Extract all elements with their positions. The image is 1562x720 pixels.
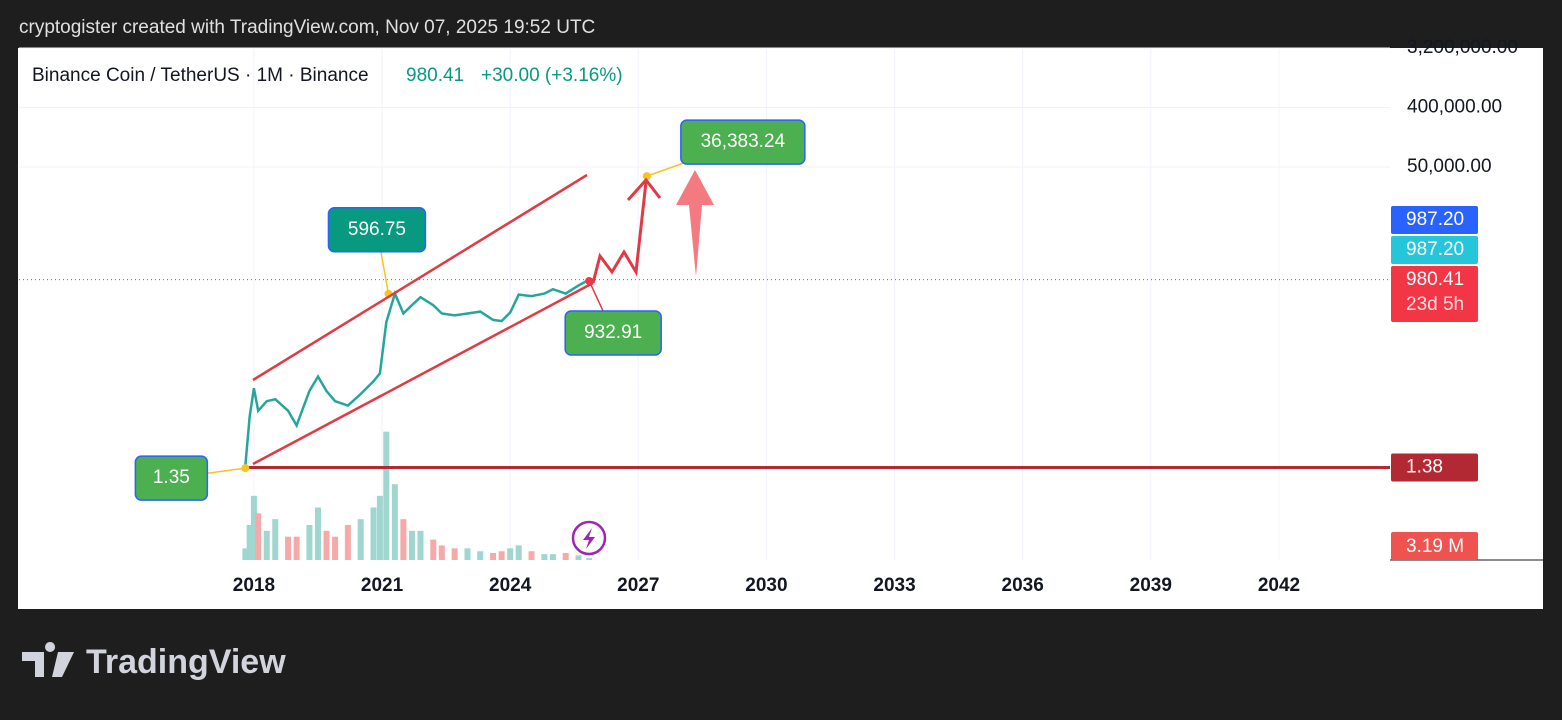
volume-bar <box>344 525 351 560</box>
annotation-label: 36,383.24 <box>701 131 786 152</box>
volume-bar <box>323 530 330 560</box>
volume-bar <box>507 548 514 560</box>
volume-bar <box>293 536 300 560</box>
volume-tag <box>1391 532 1478 560</box>
volume-bar <box>370 507 377 560</box>
header: cryptogister created with TradingView.co… <box>19 17 595 38</box>
volume-bar <box>332 536 339 560</box>
annotation-box <box>564 310 662 356</box>
volume-bar <box>417 530 424 560</box>
channel-upper <box>252 173 588 382</box>
volume-bar <box>438 545 445 560</box>
legend: Binance Coin / TetherUS · 1M · Binance 9… <box>32 65 623 86</box>
price-tag-label: 1.38 <box>1406 457 1443 478</box>
volume-bar <box>562 553 569 560</box>
volume-bar <box>255 513 262 560</box>
countdown: 23d 5h <box>1406 294 1464 315</box>
projection-head <box>626 177 662 202</box>
x-tick-label: 2030 <box>745 575 787 596</box>
volume-bar <box>498 551 505 560</box>
flash-icon <box>571 520 607 556</box>
volume-bar <box>242 548 249 560</box>
x-tick-label: 2039 <box>1130 575 1172 596</box>
volume-bar <box>575 555 582 560</box>
volume-tag-label: 3.19 M <box>1406 536 1464 557</box>
plot: 2018 2021 2024 2027 2030 2033 2036 2039 2042 50,0… <box>19 37 1518 596</box>
price-tag-label: 987.20 <box>1406 239 1464 260</box>
x-tick-label: 2036 <box>1002 575 1044 596</box>
logo-text: TradingView <box>86 643 286 681</box>
annotation-box <box>134 455 209 501</box>
logo: TradingView <box>22 642 286 681</box>
annotation-point <box>241 464 250 473</box>
volume-bar <box>263 530 270 560</box>
drawings <box>252 170 714 556</box>
arrow <box>676 170 714 277</box>
last-price: 980.41 <box>406 65 464 86</box>
change: +30.00 (+3.16%) <box>481 65 623 86</box>
volume-bar <box>549 554 556 560</box>
x-tick-label: 2027 <box>617 575 659 596</box>
x-tick-label: 2021 <box>361 575 404 596</box>
flash-bolt <box>583 528 595 549</box>
annotation-point <box>642 172 651 181</box>
volume-bar <box>357 519 364 560</box>
volume-bar <box>586 558 593 560</box>
x-tick-label: 2018 <box>233 575 275 596</box>
volume-bar <box>528 551 535 560</box>
volume-bar <box>477 551 484 560</box>
x-tick-label: 2042 <box>1258 575 1300 596</box>
price-tag-label: 987.20 <box>1406 209 1464 230</box>
volume-bar <box>451 548 458 560</box>
volume-bar <box>250 495 257 560</box>
projection <box>591 181 648 284</box>
price-tag <box>1391 236 1478 264</box>
volume-bar <box>376 495 383 560</box>
volume-bar <box>515 545 522 560</box>
price-tags: 987.20 987.20 980.41 1.38 23d 5h 3.19 M <box>1391 206 1478 560</box>
volume-bar <box>306 525 313 560</box>
channel-lower <box>252 281 594 466</box>
y-tick-label: 400,000.00 <box>1407 97 1502 118</box>
volume-bar <box>430 539 437 560</box>
volume-bar <box>383 431 390 560</box>
price-tag <box>1391 266 1478 322</box>
volume-bar <box>246 525 253 560</box>
y-tick-label: 50,000.00 <box>1407 156 1492 177</box>
volume-bar <box>541 554 548 560</box>
volume-bar <box>314 507 321 560</box>
price-tag-label: 980.41 <box>1406 269 1464 290</box>
x-tick-label: 2033 <box>873 575 915 596</box>
volume-bar <box>272 519 279 560</box>
volume-bar <box>490 553 497 560</box>
annotation-label: 1.35 <box>153 467 190 488</box>
volume-bar <box>285 536 292 560</box>
annotation-label: 932.91 <box>584 322 642 343</box>
symbol: Binance Coin / TetherUS · 1M · Binance <box>32 65 369 86</box>
volume-bar <box>408 530 415 560</box>
y-tick-label: 3,200,000.00 <box>1407 37 1518 58</box>
price-tag <box>1391 453 1478 482</box>
volume-bar <box>464 548 471 560</box>
price-line <box>244 278 590 466</box>
x-tick-label: 2024 <box>489 575 532 596</box>
annotation-box <box>327 207 427 253</box>
annotation-box <box>680 119 806 165</box>
volume-bar <box>391 484 398 560</box>
volume-bar <box>400 519 407 560</box>
annotation-label: 596.75 <box>348 219 406 240</box>
price-tag <box>1391 206 1478 234</box>
